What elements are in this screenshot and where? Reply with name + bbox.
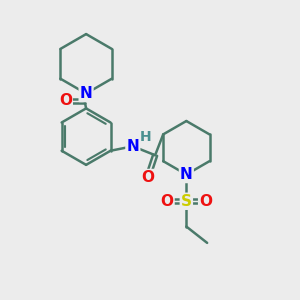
Text: O: O (59, 94, 72, 109)
Text: O: O (199, 194, 212, 209)
Text: O: O (160, 194, 173, 209)
Text: H: H (140, 130, 151, 144)
Text: O: O (141, 170, 154, 185)
Text: N: N (80, 86, 92, 101)
Text: N: N (180, 167, 193, 182)
Text: N: N (127, 139, 139, 154)
Text: S: S (181, 194, 192, 209)
